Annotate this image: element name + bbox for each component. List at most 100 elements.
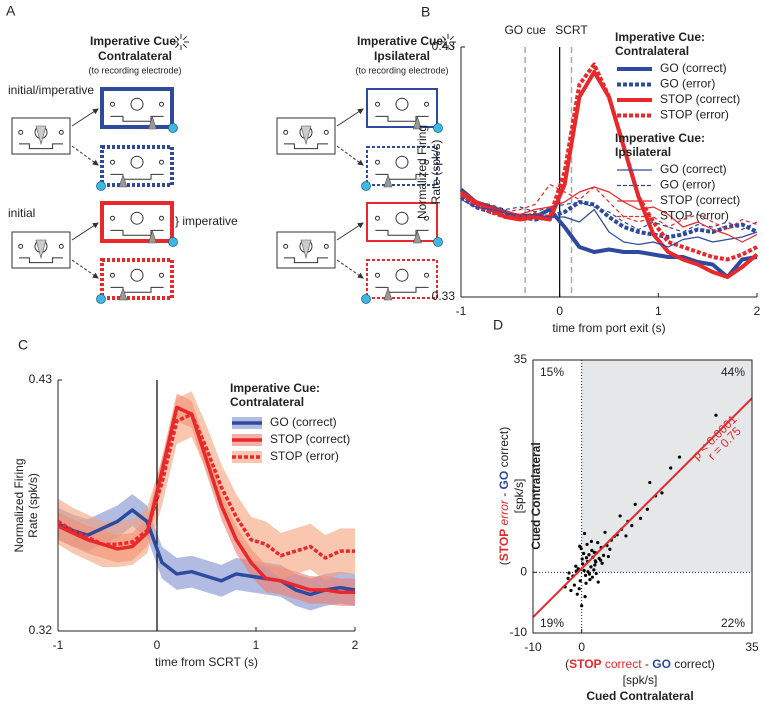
point [589,565,593,569]
error-band [58,391,355,581]
line [459,195,758,239]
port [130,97,144,111]
axis-label-part: - [642,657,653,671]
axis-label-part: GO [652,657,671,671]
task-box [366,202,438,242]
axis-label-group: Cued Contralateral [529,442,543,549]
axis-label-part: - [497,489,511,500]
point [608,547,612,551]
panel-label: D [493,317,503,333]
port [159,101,164,107]
port [395,97,409,111]
task-box [100,201,174,243]
plot-frame [532,359,753,634]
axis-label-part: correct) [497,427,511,471]
line [57,508,356,597]
point [596,541,600,545]
port [58,129,64,135]
point [630,524,634,528]
line [57,412,355,560]
point [584,556,589,560]
wall [18,257,64,264]
port [130,155,144,169]
axis-label-part: ( [497,561,511,565]
light-icon [174,43,180,49]
wall [283,257,329,264]
y-axis-label: Normalized Firing [12,458,26,552]
rat [118,287,128,301]
point [601,553,606,557]
point [593,563,597,567]
point [567,571,571,575]
rat [383,287,393,301]
event-label: SCRT [555,23,588,37]
axis-label-part: correct [602,657,643,671]
port [395,155,409,169]
x-tick-label: 1 [655,304,662,318]
port [323,129,329,135]
point [578,544,582,548]
arrow [71,259,99,279]
point [581,562,585,566]
task-box [100,258,174,300]
light-icon [449,43,455,49]
point [633,502,637,506]
water-drop [361,181,371,191]
legend-title: Imperative Cue: [230,381,320,395]
port [130,268,144,282]
wall [110,173,164,180]
point [588,578,592,582]
arrow [336,108,364,127]
light-icon [441,43,447,49]
light-icon [182,43,188,49]
quadrant-label: 15% [540,365,564,379]
legend-label: STOP (error) [660,108,729,122]
diagram-title: Ipsilateral [374,49,430,63]
port [283,243,289,249]
point [714,413,718,417]
point [572,583,576,587]
port [323,243,329,249]
panel-label: C [18,337,28,353]
water-drop [433,237,443,247]
port [375,159,380,165]
point [593,559,597,563]
point [600,561,604,565]
diagram-label: } imperative [175,214,238,228]
rat [118,174,128,188]
x-tick-label: 2 [754,304,761,318]
arrow [71,145,99,166]
point [582,551,586,556]
arrow [71,222,99,241]
legend-label: STOP (error) [660,209,729,223]
point [592,568,596,572]
port [424,159,429,165]
quadrant-label: 19% [540,616,564,630]
line [460,183,758,231]
legend-label: STOP (error) [270,449,339,463]
point [594,571,598,576]
point [575,592,579,596]
legend-label: STOP (correct) [660,193,740,207]
point [669,466,673,470]
diagram-title: Imperative Cue: [90,34,180,48]
rat [147,116,157,130]
point [587,572,592,576]
task-box [11,231,71,269]
point [582,531,587,536]
point [592,550,596,554]
legend-label: STOP (correct) [660,92,740,106]
point [599,558,603,562]
point [589,539,594,543]
water-drop [96,181,106,191]
point [624,534,628,538]
line [460,191,758,233]
point [566,576,570,581]
y-tick-label: 0.32 [29,623,53,637]
port [159,272,164,278]
axis-label-part: correct) [671,657,715,671]
port [110,159,115,165]
point [590,548,594,553]
legend-title: Contralateral [615,44,689,58]
x-axis-label: time from port exit (s) [552,321,665,335]
